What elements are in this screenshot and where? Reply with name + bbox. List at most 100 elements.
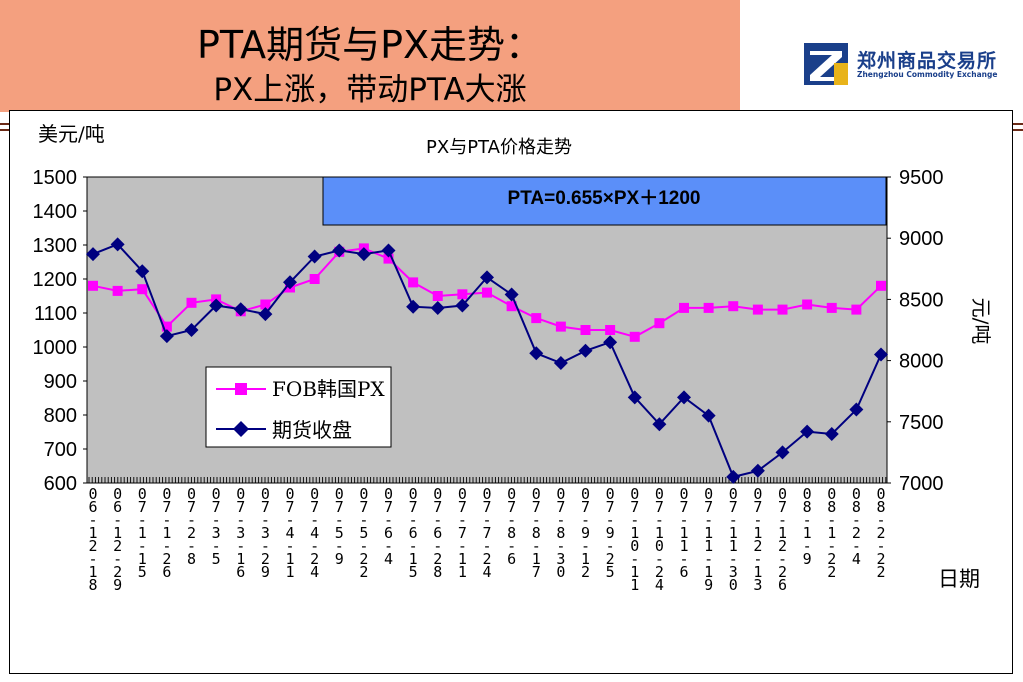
y-right-tick-label: 7000 <box>899 473 944 495</box>
y-left-tick-label: 800 <box>44 405 77 427</box>
x-tick-label: 0 7 -8 -1 7 <box>532 485 541 581</box>
x-tick-label: 0 7 -3 -5 <box>212 485 221 568</box>
futures-series-point <box>184 323 199 337</box>
px-series-point <box>802 299 813 310</box>
futures-series-point <box>430 300 445 315</box>
y-left-tick-label: 1500 <box>33 167 78 189</box>
futures-series-point <box>627 390 642 405</box>
px-series-point <box>457 289 468 300</box>
x-tick-label: 0 7 -1 2 -1 3 <box>753 485 762 594</box>
y-left-tick-label: 1100 <box>34 303 77 325</box>
x-tick-label: 0 7 -1 1 -1 9 <box>704 485 713 594</box>
px-series-point <box>851 304 862 315</box>
futures-series-point <box>529 346 544 361</box>
slide-title: PTA期货与PX走势： <box>196 23 544 67</box>
y-left-tick-label: 1400 <box>33 201 78 223</box>
futures-series-point <box>110 237 125 252</box>
x-tick-label: 0 7 -7 -1 1 <box>458 485 467 581</box>
x-tick-label: 0 7 -1 -2 6 <box>162 485 171 581</box>
x-tick-label: 0 7 -8 -6 <box>507 485 516 568</box>
x-tick-label: 0 7 -4 -2 4 <box>310 485 319 581</box>
futures-series-point <box>381 243 396 258</box>
x-axis-label: 日期 <box>938 567 980 591</box>
legend-futures-marker <box>233 421 249 437</box>
y-right-unit-label: 元/吨 <box>969 298 993 345</box>
y-right-tick-label: 7500 <box>899 412 944 434</box>
price-chart: PX与PTA价格走势 PTA=0.655×PX＋1200 600 700 800 900 1… <box>33 122 994 594</box>
px-series-point <box>506 301 517 312</box>
x-tick-label: 0 7 -6 -4 <box>384 485 393 568</box>
futures-series-point <box>504 287 519 302</box>
y-right-tick-label: 9000 <box>899 228 944 250</box>
px-series-point <box>580 325 591 335</box>
exchange-logo: 郑州商品交易所 Zhengzhou Commodity Exchange <box>804 43 1023 87</box>
legend-futures-label: 期货收盘 <box>272 418 352 442</box>
px-series-point <box>752 304 763 315</box>
futures-series-point <box>652 417 667 432</box>
futures-series-point <box>356 247 371 262</box>
px-series-point <box>186 297 197 308</box>
px-series-point <box>605 325 616 335</box>
px-series-point <box>112 285 123 296</box>
x-tick-label: 0 8 -2 -4 <box>852 485 861 568</box>
x-tick-label: 0 7 -6 -1 5 <box>409 485 418 581</box>
futures-series-point <box>775 445 790 460</box>
px-series-point <box>432 291 443 301</box>
exchange-logo-mark-icon <box>804 43 848 85</box>
futures-series-point <box>233 302 248 317</box>
px-series-point <box>654 318 665 329</box>
futures-series-point <box>874 347 888 362</box>
y-right-tick-label: 9500 <box>899 167 944 189</box>
chart-frame: PX与PTA价格走势 PTA=0.655×PX＋1200 600 700 800 900 1… <box>9 110 1013 674</box>
futures-series-point <box>86 247 100 262</box>
px-series-point <box>161 321 172 332</box>
px-series-point <box>703 302 714 313</box>
chart-title: PX与PTA价格走势 <box>426 137 572 158</box>
x-tick-label: 0 8 -1 -9 <box>803 485 812 568</box>
x-tick-label: 0 7 -1 1 -3 0 <box>729 485 738 594</box>
x-tick-label: 0 7 -6 -2 8 <box>433 485 442 581</box>
futures-series-point <box>677 390 691 405</box>
y-left-tick-label: 1200 <box>33 269 78 291</box>
x-tick-label: 0 7 -9 -1 2 <box>581 485 590 581</box>
px-series-point <box>826 302 837 313</box>
px-series-point <box>728 301 739 312</box>
x-tick-label: 0 7 -7 -2 4 <box>482 485 491 581</box>
futures-series-point <box>209 298 224 313</box>
futures-series-point <box>258 307 273 322</box>
y-left-tick-label: 600 <box>44 473 77 495</box>
y-right-tick-label: 8500 <box>899 289 944 311</box>
x-tick-label: 0 7 -5 -9 <box>335 485 344 568</box>
x-tick-label: 0 7 -1 -1 5 <box>138 485 147 581</box>
futures-series-point <box>726 469 741 484</box>
px-series-point <box>88 280 98 291</box>
x-tick-label: 0 7 -1 2 -2 6 <box>778 485 787 594</box>
futures-series-point <box>307 249 322 264</box>
futures-series-point <box>800 424 815 439</box>
y-left-tick-label: 700 <box>44 439 77 461</box>
futures-series-point <box>332 243 347 258</box>
y-left-tick-label: 1000 <box>33 337 78 359</box>
exchange-logo-name-cn: 郑州商品交易所 <box>857 50 998 72</box>
px-series-point <box>629 331 640 342</box>
futures-series-point <box>135 264 150 279</box>
x-tick-label: 0 7 -3 -2 9 <box>261 485 270 581</box>
futures-series-point <box>480 270 494 285</box>
x-tick-label: 0 7 -1 1 -6 <box>679 485 688 581</box>
y-left-tick-label: 1300 <box>33 235 78 257</box>
futures-series-point <box>455 298 470 313</box>
slide-subtitle: PX上涨，带动PTA大涨 <box>213 72 527 108</box>
futures-series-point <box>849 402 864 417</box>
y-right-tick-label: 8000 <box>899 351 944 373</box>
legend-px-marker <box>235 383 247 395</box>
futures-series-point <box>406 299 421 314</box>
px-series-point <box>408 277 419 288</box>
x-tick-label: 0 7 -4 -1 1 <box>285 485 294 581</box>
exchange-logo-name-en: Zhengzhou Commodity Exchange <box>857 70 998 79</box>
futures-series-point <box>603 335 618 350</box>
futures-series-point <box>283 275 297 290</box>
x-tick-label: 0 7 -1 0 -2 4 <box>655 485 664 594</box>
y-left-tick-label: 900 <box>44 371 77 393</box>
x-tick-label: 0 6 -1 2 -1 8 <box>88 485 97 594</box>
x-tick-label: 0 7 -2 -8 <box>187 485 196 568</box>
